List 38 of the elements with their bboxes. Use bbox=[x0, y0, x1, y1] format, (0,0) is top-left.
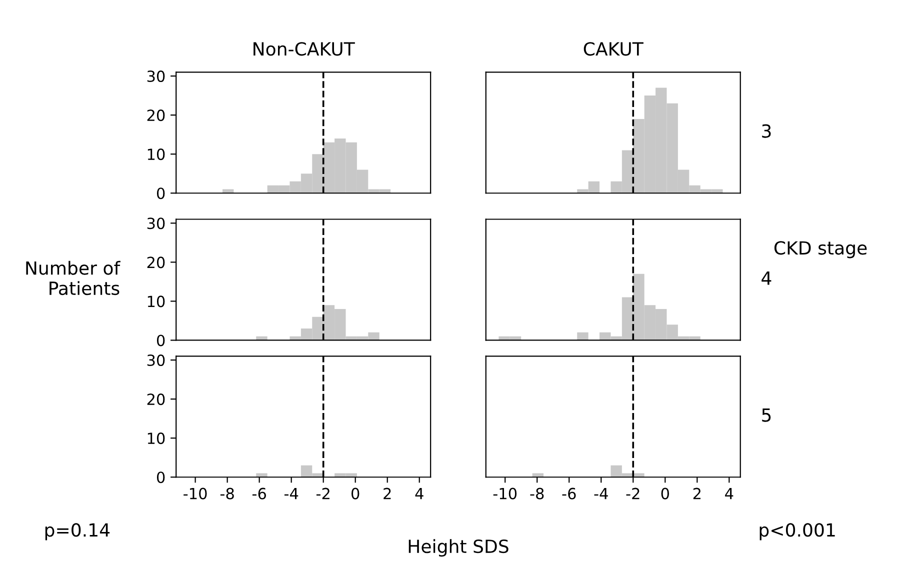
x-tick-label: -4 bbox=[284, 488, 298, 500]
chart-title: CAKUT bbox=[584, 42, 644, 56]
text: 5 bbox=[762, 408, 771, 422]
x-tick-label: -8 bbox=[220, 488, 234, 500]
text: CKD stage bbox=[774, 241, 867, 258]
x-tick-label: -4 bbox=[594, 488, 608, 500]
x-tick-label: 0 bbox=[661, 488, 669, 500]
y-tick-label: 0 bbox=[156, 472, 165, 484]
text: p<0.001 bbox=[760, 523, 835, 540]
x-axis-title: Height SDS bbox=[408, 539, 508, 557]
y-tick-label: 20 bbox=[147, 394, 165, 406]
x-tick-label: -2 bbox=[316, 488, 330, 500]
y-tick-label: 10 bbox=[148, 148, 165, 160]
y-tick-label: 30 bbox=[147, 218, 165, 230]
x-tick-label: 0 bbox=[352, 488, 360, 500]
x-tick-label: -10 bbox=[493, 488, 517, 500]
y-tick-label: 0 bbox=[156, 334, 165, 346]
y-axis-title: Number of Patients bbox=[26, 260, 120, 296]
x-tick-label: -8 bbox=[530, 488, 544, 500]
x-tick-label: 4 bbox=[415, 488, 424, 500]
x-tick-label: 2 bbox=[384, 488, 391, 500]
chart-title: Non-CAKUT bbox=[254, 42, 355, 56]
text: p=0.14 bbox=[45, 523, 110, 540]
y-tick-label: 20 bbox=[147, 110, 165, 122]
y-tick-label: 10 bbox=[148, 432, 165, 444]
y-tick-label: 20 bbox=[147, 256, 165, 268]
x-tick-label: -10 bbox=[184, 488, 207, 500]
y-tick-label: 30 bbox=[147, 70, 165, 82]
y-tick-label: 10 bbox=[148, 296, 165, 308]
y-tick-label: 0 bbox=[156, 188, 165, 200]
x-tick-label: 4 bbox=[725, 488, 734, 500]
x-tick-label: -6 bbox=[252, 488, 266, 500]
x-tick-label: -2 bbox=[626, 488, 640, 500]
text: 3 bbox=[762, 124, 771, 138]
y-tick-label: 30 bbox=[147, 354, 165, 366]
x-tick-label: -6 bbox=[562, 488, 576, 500]
x-tick-label: 2 bbox=[693, 488, 700, 500]
text: 4 bbox=[762, 272, 772, 285]
